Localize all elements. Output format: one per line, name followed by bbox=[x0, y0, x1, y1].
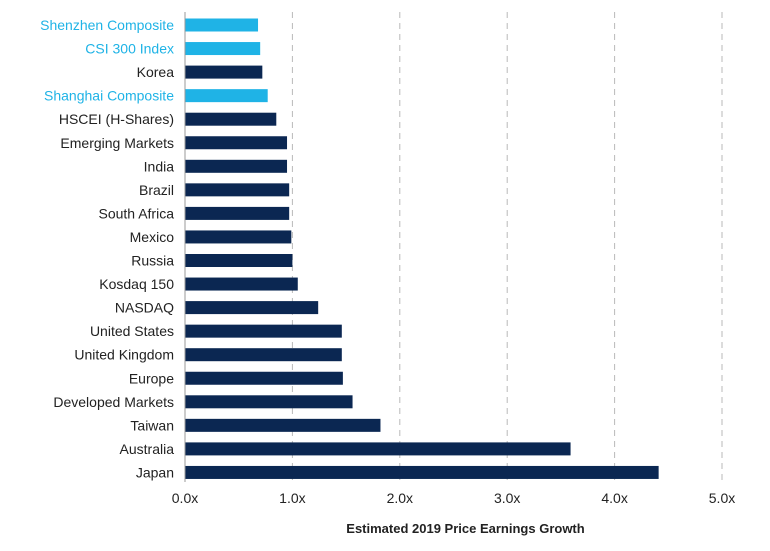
x-axis-label: Estimated 2019 Price Earnings Growth bbox=[346, 521, 584, 536]
category-label: Europe bbox=[129, 370, 174, 386]
bar bbox=[185, 277, 298, 291]
bar bbox=[185, 18, 259, 32]
category-label: Emerging Markets bbox=[60, 135, 174, 151]
bar bbox=[185, 42, 261, 56]
category-label: HSCEI (H-Shares) bbox=[59, 111, 174, 127]
bar bbox=[185, 183, 290, 197]
bar bbox=[185, 159, 288, 173]
bar bbox=[185, 206, 290, 220]
category-label: United Kingdom bbox=[74, 347, 174, 363]
category-label: Developed Markets bbox=[53, 394, 174, 410]
bar bbox=[185, 465, 659, 479]
category-labels: Shenzhen Composite CSI 300 Index Korea Shan… bbox=[40, 17, 174, 480]
bar bbox=[185, 418, 381, 432]
category-label: United States bbox=[90, 323, 174, 339]
x-tick-label: 4.0x bbox=[601, 490, 627, 506]
category-label: Shenzhen Composite bbox=[40, 17, 174, 33]
x-tick-label: 0.0x bbox=[172, 490, 198, 506]
category-label: CSI 300 Index bbox=[85, 41, 174, 57]
x-tick-label: 2.0x bbox=[387, 490, 413, 506]
category-label: Brazil bbox=[139, 182, 174, 198]
bar bbox=[185, 395, 353, 409]
bar bbox=[185, 371, 343, 385]
grid-lines bbox=[291, 12, 723, 482]
category-label: Russia bbox=[131, 253, 174, 269]
category-label: Japan bbox=[136, 464, 174, 480]
bar bbox=[185, 348, 342, 362]
bar bbox=[185, 301, 319, 315]
category-label: NASDAQ bbox=[115, 300, 174, 316]
category-label: Mexico bbox=[130, 229, 175, 245]
x-tick-label: 3.0x bbox=[494, 490, 520, 506]
category-label: Taiwan bbox=[130, 417, 174, 433]
category-label: Australia bbox=[120, 441, 175, 457]
bar bbox=[185, 254, 293, 267]
category-label: India bbox=[144, 158, 175, 174]
bars bbox=[185, 18, 659, 479]
category-label: Korea bbox=[137, 64, 175, 80]
x-tick-labels: 0.0x 1.0x 2.0x 3.0x 4.0x 5.0x bbox=[172, 490, 735, 506]
bar bbox=[185, 324, 342, 338]
x-tick-label: 1.0x bbox=[279, 490, 305, 506]
bar bbox=[185, 230, 292, 244]
bar bbox=[185, 89, 268, 103]
category-label: South Africa bbox=[99, 205, 175, 221]
category-label: Kosdaq 150 bbox=[99, 276, 174, 292]
bar bbox=[185, 136, 288, 150]
category-label: Shanghai Composite bbox=[44, 88, 174, 104]
bar bbox=[185, 65, 263, 79]
bar bbox=[185, 442, 571, 456]
bar bbox=[185, 112, 277, 126]
x-tick-label: 5.0x bbox=[709, 490, 735, 506]
